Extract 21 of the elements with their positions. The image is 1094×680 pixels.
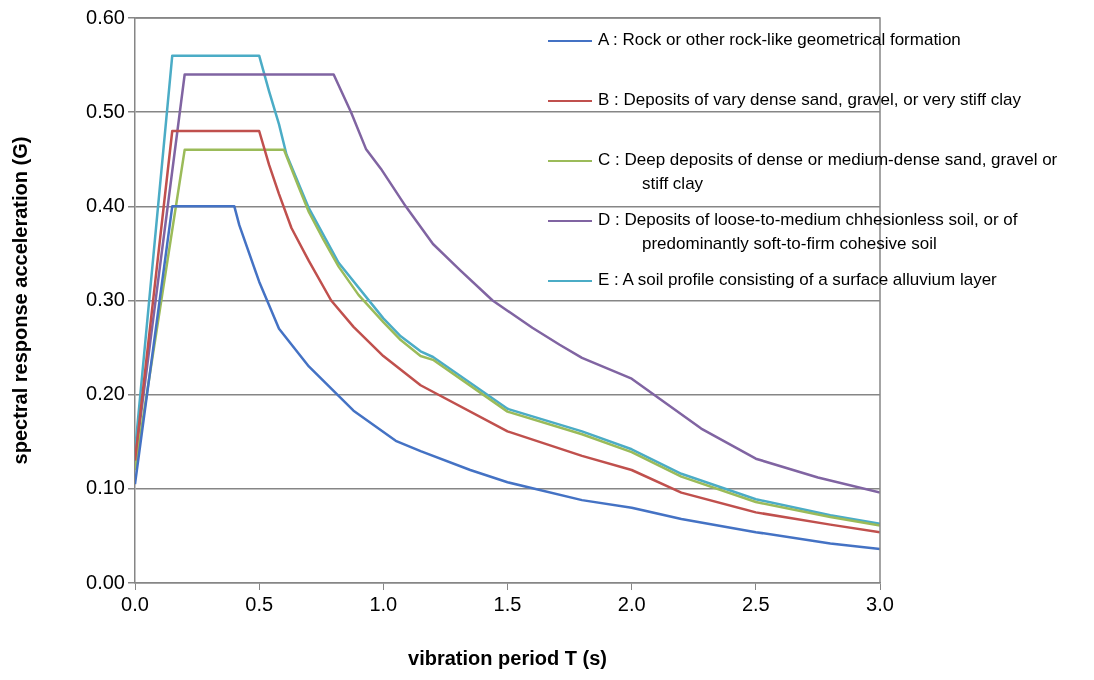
y-tick-label: 0.40: [86, 193, 125, 216]
y-tick-label: 0.60: [86, 5, 125, 28]
legend-label: B : Deposits of vary dense sand, gravel, or very stiff clay: [598, 89, 1021, 111]
x-tick-label: 0.5: [245, 592, 274, 615]
y-tick-label: 0.00: [86, 570, 125, 593]
x-tick-label: 0.0: [121, 592, 149, 615]
legend-label: A : Rock or other rock-like geometrical formation: [598, 29, 961, 51]
y-tick-label: 0.10: [86, 476, 125, 499]
x-tick-label: 1.5: [493, 592, 522, 615]
x-tick-label: 2.5: [741, 592, 770, 615]
legend-label: E : A soil profile consisting of a surface alluvium layer: [598, 269, 997, 291]
y-tick-label: 0.20: [86, 382, 125, 405]
x-tick-label: 3.0: [866, 592, 894, 615]
legend-label: D : Deposits of loose-to-medium chhesionless soil, or of predominantly soft-to-firm cohesive soil: [598, 209, 1019, 255]
y-tick-label: 0.30: [86, 288, 125, 311]
y-axis-title: spectral response acceleration (G): [8, 136, 31, 465]
x-axis-title: vibration period T (s): [408, 646, 607, 669]
y-tick-label: 0.50: [86, 99, 125, 122]
legend-label: C : Deep deposits of dense or medium-dense sand, gravel or stiff clay: [598, 149, 1059, 195]
x-tick-label: 1.0: [369, 592, 398, 615]
x-tick-label: 2.0: [617, 592, 646, 615]
